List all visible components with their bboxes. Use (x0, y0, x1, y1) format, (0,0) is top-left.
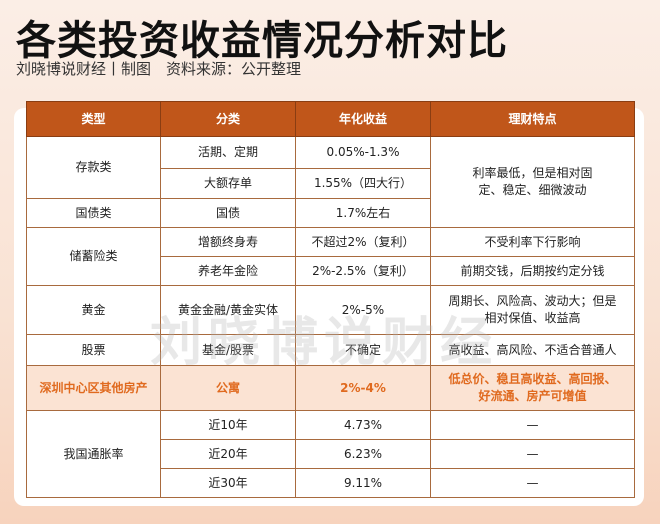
cell-yield: 4.73% (295, 410, 431, 440)
table-row: 储蓄险类 增额终身寿 不超过2%（复利） 不受利率下行影响 (26, 227, 635, 286)
cell-category: 养老年金险 (160, 256, 296, 286)
header-feature: 理财特点 (430, 101, 635, 137)
table-row: 我国通胀率 近10年 4.73% — (26, 410, 635, 498)
cell-yield: 不确定 (295, 334, 431, 366)
table-row: 股票 基金/股票 不确定 高收益、高风险、不适合普通人 (26, 334, 635, 366)
cell-category: 国债 (160, 198, 296, 228)
cell-type: 存款类 (26, 136, 161, 199)
cell-feature: — (430, 439, 635, 469)
cell-type: 我国通胀率 (26, 410, 161, 498)
table-row: 近20年 6.23% — (27, 439, 635, 469)
cell-category: 基金/股票 (160, 334, 296, 366)
cell-yield: 9.11% (295, 468, 431, 498)
cell-category: 近30年 (160, 468, 296, 498)
cell-feature: 周期长、风险高、波动大；但是相对保值、收益高 (430, 285, 635, 335)
cell-yield: 2%-4% (295, 365, 431, 411)
table-row: 养老年金险 2%-2.5%（复利） 前期交钱，后期按约定分钱 (27, 256, 635, 286)
cell-type: 储蓄险类 (26, 227, 161, 286)
subtitle: 刘晓博说财经丨制图 资料来源：公开整理 (16, 60, 302, 78)
cell-yield: 1.55%（四大行） (295, 168, 431, 199)
cell-type: 黄金 (26, 285, 161, 335)
cell-feature: — (430, 410, 635, 440)
cell-yield: 6.23% (295, 439, 431, 469)
cell-yield: 1.7%左右 (295, 198, 431, 228)
cell-yield: 不超过2%（复利） (295, 227, 431, 257)
cell-type: 国债类 (26, 198, 161, 228)
header-category: 分类 (160, 101, 296, 137)
investment-comparison-table: 类型 分类 年化收益 理财特点 存款类 活期、定期 0.05%-1.3% 利率最… (26, 101, 635, 498)
cell-type: 股票 (26, 334, 161, 366)
cell-category: 大额存单 (160, 168, 296, 199)
table-row: 近30年 9.11% — (27, 468, 635, 498)
cell-category: 近10年 (160, 410, 296, 440)
cell-category: 公寓 (160, 365, 296, 411)
cell-feature: 前期交钱，后期按约定分钱 (430, 256, 635, 286)
cell-feature: 低总价、稳且高收益、高回报、好流通、房产可增值 (430, 365, 635, 411)
cell-yield: 2%-5% (295, 285, 431, 335)
table-row: 黄金 黄金金融/黄金实体 2%-5% 周期长、风险高、波动大；但是相对保值、收益… (26, 285, 635, 335)
cell-feature: 不受利率下行影响 (430, 227, 635, 257)
cell-yield: 0.05%-1.3% (295, 136, 431, 169)
table-header: 类型 分类 年化收益 理财特点 (26, 101, 635, 137)
table-row: 大额存单 1.55%（四大行） (27, 168, 635, 199)
cell-feature: 高收益、高风险、不适合普通人 (430, 334, 635, 366)
page-title: 各类投资收益情况分析对比 (16, 17, 508, 64)
header-yield: 年化收益 (295, 101, 431, 137)
cell-type: 深圳中心区其他房产 (26, 365, 161, 411)
cell-category: 近20年 (160, 439, 296, 469)
table-row: 国债类 国债 1.7%左右 (26, 198, 635, 228)
table-row-highlighted: 深圳中心区其他房产 公寓 2%-4% 低总价、稳且高收益、高回报、好流通、房产可… (26, 365, 635, 411)
cell-category: 黄金金融/黄金实体 (160, 285, 296, 335)
header-type: 类型 (26, 101, 161, 137)
cell-feature: 利率最低，但是相对固定、稳定、细微波动 (430, 136, 635, 228)
cell-feature: — (430, 468, 635, 498)
cell-category: 活期、定期 (160, 136, 296, 169)
cell-category: 增额终身寿 (160, 227, 296, 257)
table-row: 存款类 活期、定期 0.05%-1.3% 利率最低，但是相对固定、稳定、细微波动 (26, 136, 635, 228)
cell-yield: 2%-2.5%（复利） (295, 256, 431, 286)
